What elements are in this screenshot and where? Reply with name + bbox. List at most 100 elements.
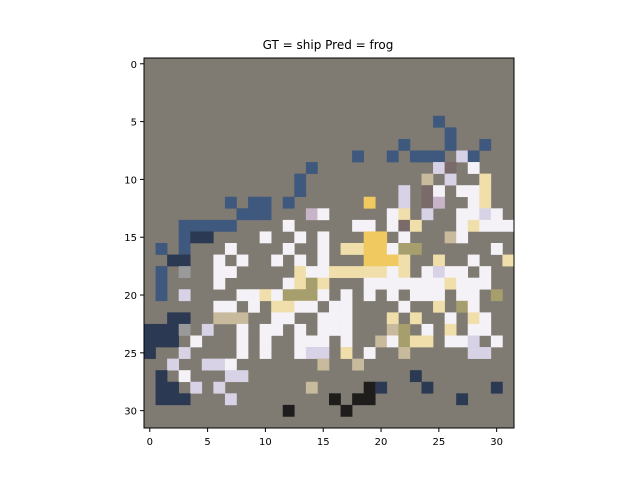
image-pixel (479, 323, 492, 336)
plot-area (143, 57, 515, 429)
image-pixel (467, 300, 480, 313)
image-pixel (178, 231, 191, 244)
image-pixel (479, 347, 492, 359)
image-pixel (456, 289, 469, 302)
image-pixel (167, 312, 179, 325)
image-pixel (409, 150, 422, 163)
image-pixel (224, 196, 237, 209)
image-pixel (271, 289, 284, 302)
axes-frame (143, 57, 515, 429)
image-pixel (144, 335, 156, 348)
image-pixel (282, 289, 295, 302)
image-pixel (167, 381, 179, 394)
image-pixel (224, 370, 237, 383)
image-pixel (236, 323, 249, 336)
image-pixel (178, 393, 191, 406)
image-pixel (317, 289, 330, 302)
image-pixel (467, 254, 480, 267)
image-pixel (398, 335, 411, 348)
image-pixel (213, 381, 226, 394)
image-pixel (294, 347, 307, 359)
image-pixel (282, 196, 295, 209)
image-pixel (155, 289, 168, 302)
image-pixel (294, 185, 307, 198)
image-pixel (363, 219, 376, 232)
image-pixel (456, 393, 469, 406)
image-pixel (167, 323, 179, 336)
image-pixel (282, 219, 295, 232)
image-pixel (201, 323, 214, 336)
image-pixel (294, 277, 307, 290)
image-pixel (456, 150, 469, 163)
image-pixel (386, 277, 399, 290)
image-pixel (224, 219, 237, 232)
y-tick-label: 15 (124, 233, 137, 244)
image-pixel (386, 243, 399, 255)
image-pixel (201, 219, 214, 232)
image-pixel (282, 300, 295, 313)
image-pixel (340, 266, 353, 278)
image-pixel (340, 289, 353, 302)
image-pixel (317, 266, 330, 278)
image-pixel (444, 173, 457, 186)
image-pixel (398, 219, 411, 232)
image-pixel (421, 208, 434, 221)
image-pixel (467, 289, 480, 302)
x-tick-label: 10 (259, 437, 272, 448)
image-pixel (201, 231, 214, 244)
image-pixel (467, 312, 480, 325)
image-pixel (444, 162, 457, 174)
y-tick-label: 10 (124, 175, 137, 186)
image-pixel (317, 208, 330, 221)
image-pixel (490, 243, 503, 255)
image-pixel (409, 289, 422, 302)
image-pixel (467, 196, 480, 209)
image-pixel (386, 323, 399, 336)
image-pixel (352, 358, 364, 371)
image-pixel (259, 196, 272, 209)
image-pixel (213, 266, 226, 278)
image-pixel (467, 347, 480, 359)
image-pixel (502, 254, 515, 267)
image-pixel (155, 370, 168, 383)
image-pixel (444, 277, 457, 290)
image-pixel (433, 266, 445, 278)
image-pixel (398, 185, 411, 198)
image-pixel (340, 347, 353, 359)
image-pixel (375, 266, 388, 278)
image-pixel (375, 277, 388, 290)
image-pixel (398, 254, 411, 267)
image-pixel (409, 219, 422, 232)
image-pixel (178, 254, 191, 267)
image-pixel (178, 243, 191, 255)
image-pixel (490, 381, 503, 394)
image-pixel (421, 335, 434, 348)
image-pixel (224, 300, 237, 313)
image-pixel (479, 196, 492, 209)
y-tick-label: 25 (124, 349, 137, 360)
image-pixel (155, 266, 168, 278)
image-pixel (352, 393, 364, 406)
image-pixel (213, 254, 226, 267)
image-pixel (213, 312, 226, 325)
image-pixel (317, 358, 330, 371)
image-pixel (490, 335, 503, 348)
image-pixel (456, 208, 469, 221)
image-pixel (433, 196, 445, 209)
image-pixel (271, 254, 284, 267)
image-pixel (421, 173, 434, 186)
image-pixel (409, 312, 422, 325)
image-pixel (294, 266, 307, 278)
image-pixel (190, 219, 203, 232)
y-axis: 0 5 10 15 20 25 30 (124, 60, 144, 418)
image-pixel (178, 323, 191, 336)
image-pixel (317, 231, 330, 244)
image-pixel (236, 312, 249, 325)
image-pixel (375, 381, 388, 394)
image-pixel (421, 381, 434, 394)
image-pixel (375, 231, 388, 244)
image-pixel (386, 219, 399, 232)
image-pixel (479, 185, 492, 198)
image-pixel (386, 335, 399, 348)
x-tick-label: 25 (432, 437, 445, 448)
